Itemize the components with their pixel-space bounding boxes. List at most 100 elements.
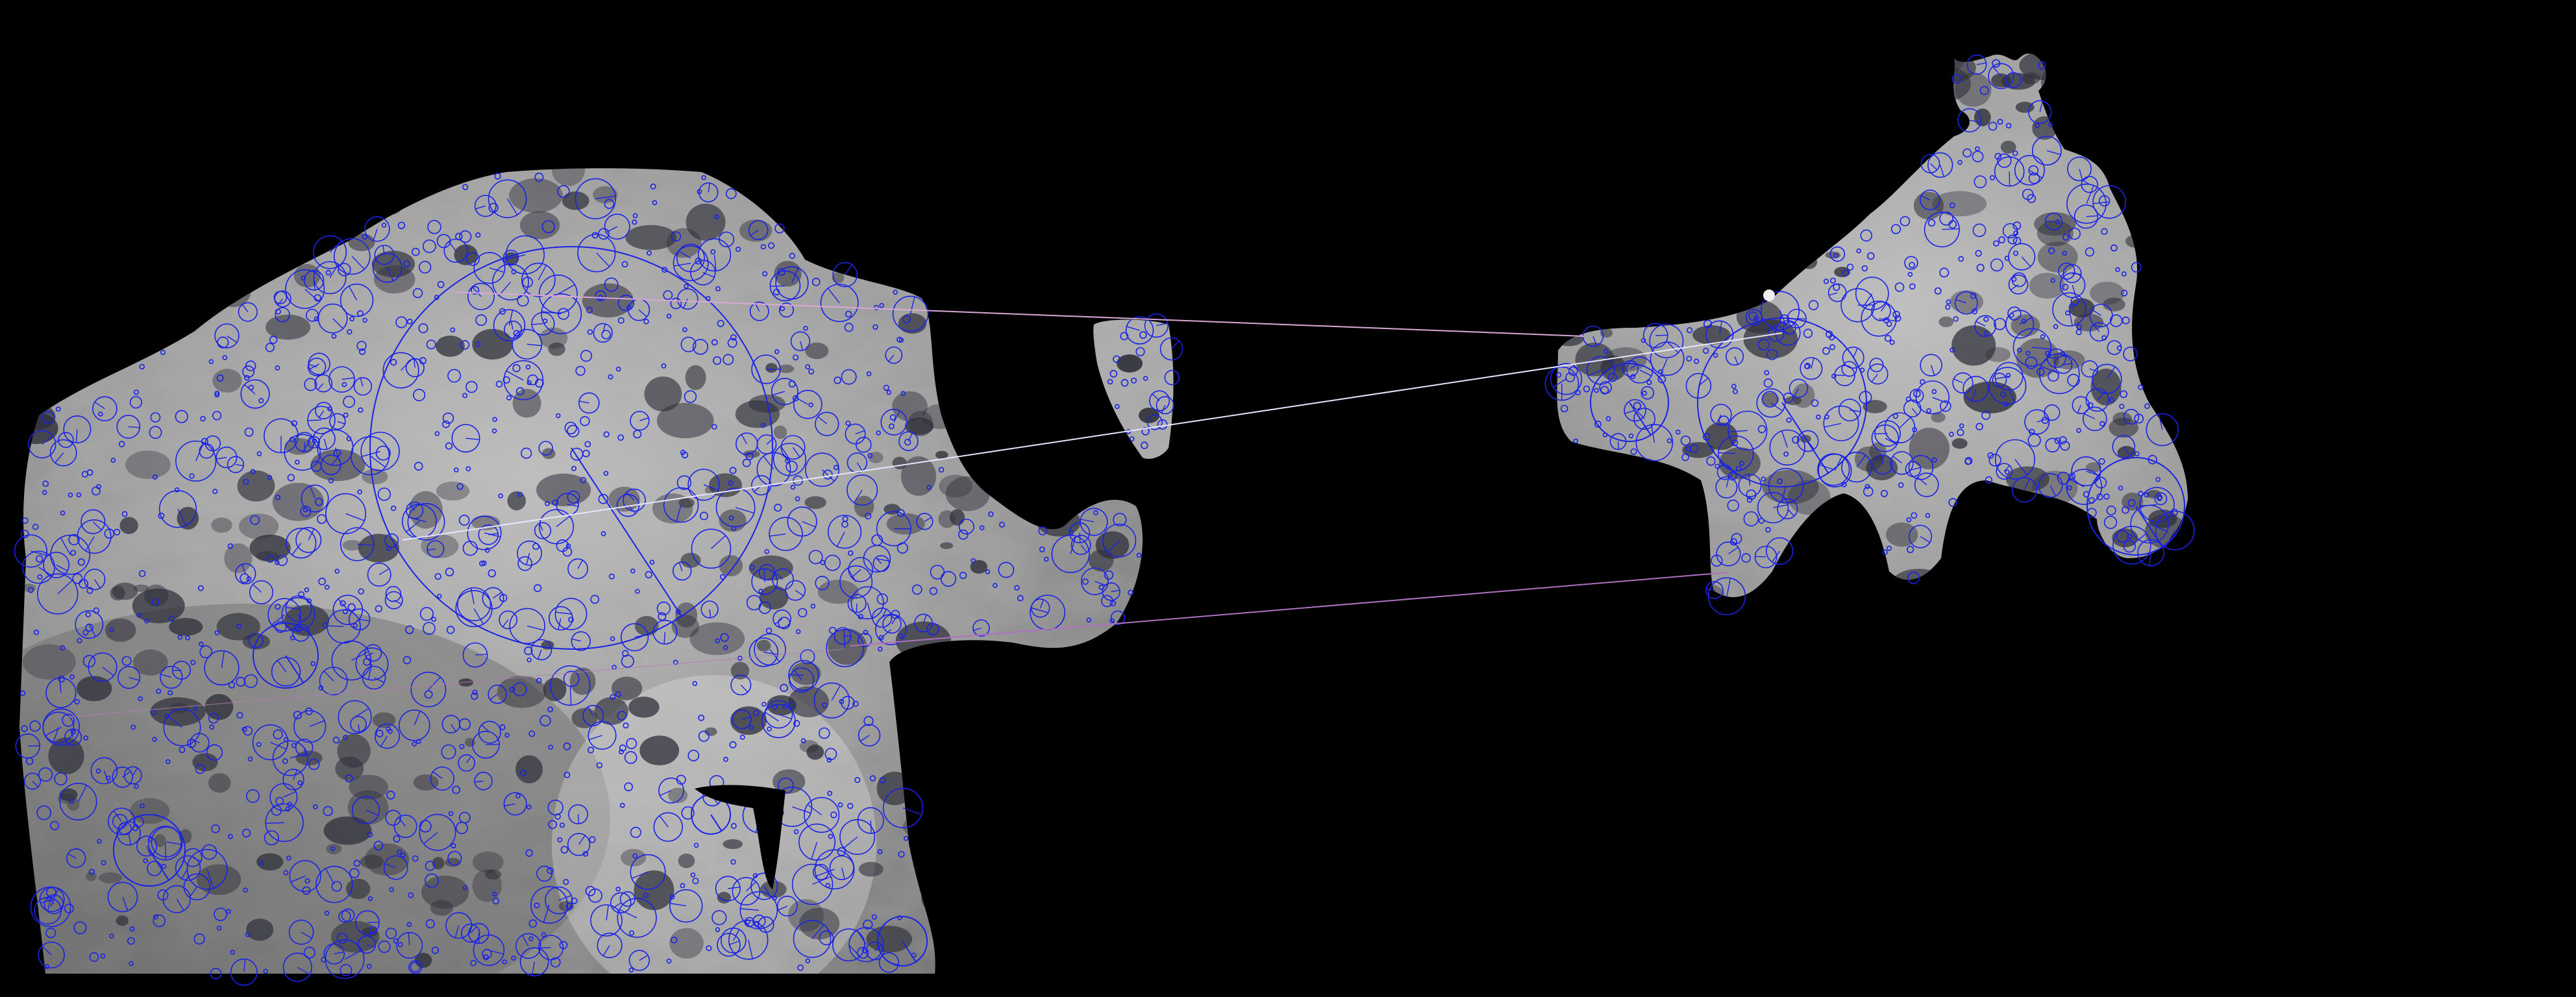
keypoint-circle (45, 677, 77, 709)
keypoint-circle (1141, 427, 1150, 436)
keypoint-circle (764, 700, 793, 729)
keypoint-circle (2028, 165, 2039, 176)
keypoint-orientation (277, 299, 284, 306)
rosette-spot (2103, 297, 2125, 312)
keypoint-orientation (1942, 228, 1960, 230)
keypoint-orientation (2068, 478, 2085, 487)
keypoint-circle (1718, 415, 1729, 426)
keypoint-circle (271, 657, 301, 687)
keypoint-circle (827, 515, 862, 549)
keypoint-circle (1779, 314, 1790, 325)
keypoint-circle (998, 521, 1005, 528)
keypoint-circle (406, 318, 413, 325)
keypoint-circle (715, 638, 720, 644)
keypoint-circle (343, 735, 348, 740)
keypoint-circle (1908, 524, 1933, 548)
keypoint-circle (1913, 389, 1921, 398)
keypoint-orientation (843, 836, 858, 848)
keypoint-circle (1823, 405, 1859, 441)
keypoint-circle (902, 315, 911, 324)
keypoint-circle (118, 666, 141, 689)
keypoint-circle (273, 729, 283, 740)
keypoint-circle (25, 757, 34, 765)
keypoint-circle (227, 456, 245, 473)
keypoint-circle (643, 318, 649, 325)
keypoint-orientation (2029, 169, 2043, 178)
keypoint-circle (624, 751, 638, 764)
keypoint-orientation (567, 504, 578, 507)
keypoint-circle (584, 441, 591, 448)
keypoint-circle (60, 510, 66, 516)
keypoint-orientation (351, 256, 365, 270)
keypoint-orientation (843, 635, 851, 637)
keypoint-orientation (1755, 556, 1766, 558)
keypoint-circle (1803, 328, 1813, 338)
keypoint-orientation (1772, 504, 1789, 508)
keypoint-circle (164, 713, 169, 719)
keypoint-circle (1894, 282, 1905, 292)
keypoint-orientation (348, 286, 358, 301)
keypoint-circle (1931, 457, 1937, 463)
keypoint-circle (482, 954, 489, 961)
keypoint-orientation (817, 416, 828, 425)
keypoint-circle (1952, 372, 1974, 394)
keypoint-circle (1109, 369, 1118, 378)
keypoint-circle (282, 952, 312, 982)
rosette-spot (536, 473, 591, 506)
keypoint-circle (1907, 571, 1920, 584)
keypoint-circle (513, 330, 520, 337)
keypoint-circle (247, 756, 253, 762)
keypoint-circle (985, 569, 991, 574)
keypoint-circle (1972, 223, 1987, 238)
keypoint-circle (538, 441, 554, 456)
rosette-spot (130, 798, 170, 824)
keypoint-circle (1633, 408, 1656, 430)
rosette-spot (628, 696, 660, 718)
rosette-spot (719, 555, 743, 576)
keypoint-circle (1757, 491, 1789, 524)
keypoint-orientation (1824, 423, 1842, 428)
keypoint-orientation (365, 652, 374, 657)
keypoint-circle (369, 926, 377, 935)
keypoint-circle (684, 284, 689, 289)
rosette-spot (548, 342, 565, 356)
keypoint-circle (687, 750, 700, 761)
keypoint-orientation (2007, 386, 2016, 403)
keypoint-orientation (763, 652, 778, 655)
rosette-spot (150, 697, 206, 726)
keypoint-circle (732, 709, 752, 730)
keypoint-circle (808, 368, 815, 375)
keypoint-circle (2127, 534, 2133, 539)
keypoint-circle (1718, 435, 1754, 472)
keypoint-circle (461, 923, 480, 943)
keypoint-circle (603, 431, 610, 437)
keypoint-circle (675, 609, 681, 615)
keypoint-orientation (836, 531, 845, 547)
keypoint-circle (778, 302, 794, 318)
keypoint-circle (322, 622, 328, 629)
rosette-spot (360, 854, 384, 869)
keypoint-orientation (128, 833, 132, 845)
keypoint-circle (2139, 487, 2175, 523)
keypoint-orientation (2135, 506, 2164, 548)
keypoint-orientation (2091, 309, 2101, 316)
keypoint-circle (92, 396, 118, 422)
keypoint-circle (885, 346, 903, 364)
keypoint-circle (841, 521, 848, 528)
keypoint-orientation (302, 437, 312, 453)
keypoint-circle (556, 539, 569, 552)
keypoint-circle (338, 263, 351, 277)
keypoint-circle (88, 868, 95, 875)
keypoint-orientation (1781, 430, 1788, 448)
keypoint-circle (2099, 421, 2105, 426)
keypoint-circle (411, 247, 420, 256)
keypoint-circle (2120, 390, 2128, 399)
keypoint-circle (2059, 436, 2067, 445)
keypoint-circle (692, 681, 698, 686)
keypoint-circle (582, 705, 604, 726)
keypoint-circle (1841, 482, 1847, 487)
keypoint-circle (732, 877, 761, 905)
keypoint-circle (353, 622, 358, 628)
keypoint-orientation (1734, 356, 1739, 365)
keypoint-orientation (521, 935, 529, 946)
